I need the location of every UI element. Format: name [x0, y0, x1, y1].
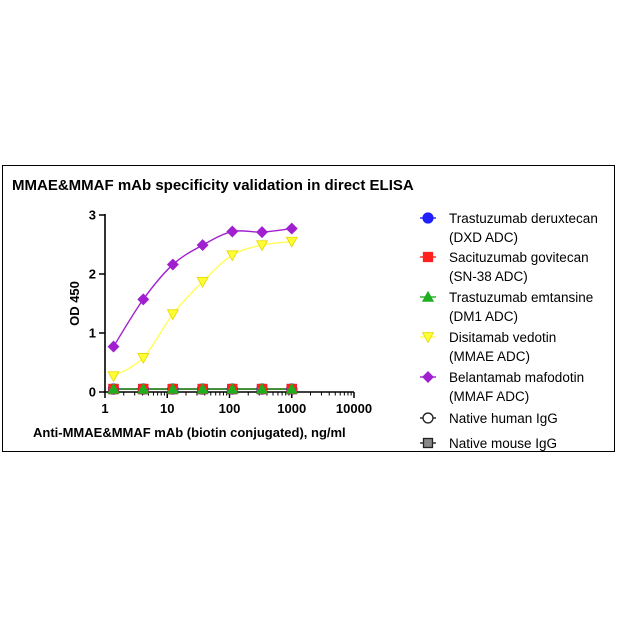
legend-sublabel: (SN-38 ADC) — [449, 269, 528, 284]
legend-sublabel: (DM1 ADC) — [449, 309, 518, 324]
fit-curves — [112, 227, 292, 390]
data-point-series-3 — [137, 353, 150, 365]
data-point-series-2 — [285, 382, 298, 394]
chart-title: MMAE&MMAF mAb specificity validation in … — [12, 177, 414, 194]
legend-marker-3 — [421, 332, 435, 344]
legend: Trastuzumab deruxtecan (DXD ADC) Sacituzum… — [420, 211, 598, 451]
legend-label: Trastuzumab emtansine — [449, 290, 593, 305]
legend-label: Belantamab mafodotin — [449, 370, 584, 385]
data-point-series-2 — [107, 382, 120, 394]
legend-marker-5 — [422, 412, 434, 424]
figure-frame — [2, 165, 615, 452]
legend-label: Native human IgG — [449, 411, 558, 426]
data-point-series-2 — [166, 382, 179, 394]
legend-marker-6 — [422, 437, 434, 449]
legend-label: Sacituzumab govitecan — [449, 250, 589, 265]
x-tick-label: 10 — [160, 401, 174, 416]
data-point-series-4 — [137, 293, 150, 306]
legend-label: Disitamab vedotin — [449, 330, 556, 345]
data-point-series-3 — [285, 236, 298, 248]
x-axis-title: Anti-MMAE&MMAF mAb (biotin conjugated), … — [33, 425, 346, 440]
data-point-series-4 — [196, 239, 209, 252]
legend-marker-0 — [422, 212, 434, 224]
data-point-series-2 — [196, 382, 209, 394]
data-point-series-3 — [166, 309, 179, 321]
x-tick-label: 1000 — [277, 401, 306, 416]
y-tick-label: 2 — [89, 267, 96, 282]
y-tick-label: 3 — [89, 208, 96, 223]
data-point-series-3 — [226, 250, 239, 262]
x-tick-label: 1 — [101, 401, 108, 416]
legend-marker-4 — [422, 371, 434, 383]
data-point-series-3 — [255, 240, 269, 252]
legend-marker-1 — [422, 251, 434, 263]
data-point-series-4 — [107, 340, 120, 353]
x-tick-label: 10000 — [336, 401, 372, 416]
data-point-series-2 — [226, 382, 239, 394]
y-axis-title: OD 450 — [67, 281, 82, 326]
legend-label: Native mouse IgG — [449, 436, 557, 451]
data-point-series-4 — [256, 226, 268, 239]
legend-sublabel: (MMAE ADC) — [449, 349, 530, 364]
y-tick-label: 0 — [89, 385, 96, 400]
legend-sublabel: (DXD ADC) — [449, 230, 518, 245]
data-point-series-2 — [255, 382, 269, 394]
data-point-series-4 — [226, 225, 239, 238]
data-point-series-4 — [166, 258, 179, 271]
data-point-series-4 — [285, 222, 298, 235]
data-point-series-3 — [196, 276, 209, 288]
x-tick-label: 100 — [219, 401, 241, 416]
data-points — [107, 222, 298, 395]
legend-sublabel: (MMAF ADC) — [449, 389, 529, 404]
data-point-series-2 — [137, 382, 150, 394]
legend-marker-2 — [421, 290, 435, 302]
data-point-series-3 — [107, 371, 120, 383]
y-tick-label: 1 — [89, 326, 96, 341]
legend-label: Trastuzumab deruxtecan — [449, 211, 598, 226]
